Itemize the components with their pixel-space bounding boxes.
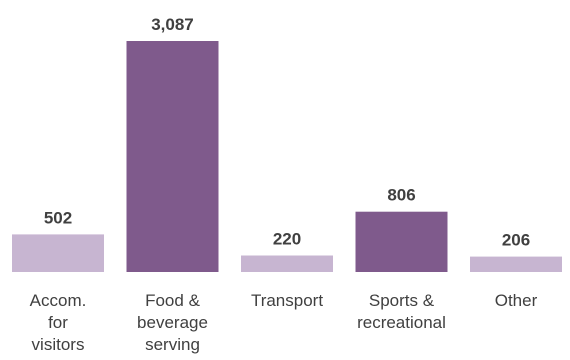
category-label-2-line-0: Transport: [251, 291, 323, 310]
category-label-0-line-1: for: [48, 313, 68, 332]
category-labels-group: Accom. for visitors Food & beverage serving Tr…: [30, 291, 538, 354]
category-label-3-line-0: Sports &: [369, 291, 435, 310]
bar-2: [241, 255, 333, 272]
value-label-1: 3,087: [151, 15, 194, 34]
category-label-4-line-0: Other: [495, 291, 538, 310]
bar-4: [470, 256, 562, 272]
bar-3: [355, 211, 448, 272]
bar-0: [12, 234, 104, 272]
bar-1: [126, 41, 219, 272]
value-label-2: 220: [273, 230, 301, 249]
value-label-3: 806: [387, 186, 415, 205]
bars-group: [12, 41, 562, 272]
value-label-0: 502: [44, 208, 72, 227]
category-label-1-line-1: beverage: [137, 313, 208, 332]
value-labels-group: 502 3,087 220 806 206: [44, 15, 530, 250]
value-label-4: 206: [502, 231, 530, 250]
category-label-0-line-2: visitors: [32, 335, 85, 354]
category-label-3-line-1: recreational: [357, 313, 446, 332]
category-label-1-line-0: Food &: [145, 291, 200, 310]
category-label-1-line-2: serving: [145, 335, 200, 354]
category-label-0-line-0: Accom.: [30, 291, 87, 310]
